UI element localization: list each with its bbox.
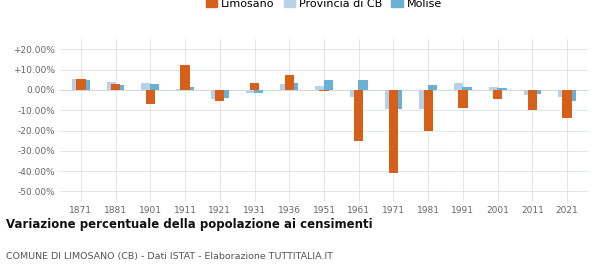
Bar [358, 80, 368, 90]
Bar [76, 79, 86, 90]
Legend: Limosano, Provincia di CB, Molise: Limosano, Provincia di CB, Molise [203, 0, 445, 11]
Bar [458, 90, 467, 108]
Bar [350, 90, 359, 97]
Bar [289, 83, 298, 90]
Bar [323, 80, 333, 90]
Bar [454, 83, 463, 90]
Bar [497, 88, 506, 90]
Bar [419, 90, 428, 109]
Bar [150, 84, 159, 90]
Bar [428, 85, 437, 90]
Text: COMUNE DI LIMOSANO (CB) - Dati ISTAT - Elaborazione TUTTITALIA.IT: COMUNE DI LIMOSANO (CB) - Dati ISTAT - E… [6, 252, 333, 261]
Bar [566, 90, 576, 101]
Bar [558, 90, 568, 97]
Bar [176, 89, 185, 90]
Bar [354, 90, 364, 141]
Bar [146, 90, 155, 104]
Bar [142, 83, 151, 90]
Bar [220, 90, 229, 98]
Bar [389, 90, 398, 173]
Bar [245, 90, 255, 93]
Bar [489, 87, 498, 90]
Bar [80, 80, 90, 90]
Bar [463, 87, 472, 90]
Bar [424, 90, 433, 130]
Bar [528, 90, 537, 110]
Bar [315, 86, 325, 90]
Bar [107, 82, 116, 90]
Bar [111, 84, 120, 90]
Bar [185, 87, 194, 90]
Bar [72, 79, 82, 90]
Bar [284, 75, 294, 90]
Bar [254, 90, 263, 93]
Bar [524, 90, 533, 95]
Bar [385, 90, 394, 109]
Bar [211, 90, 220, 99]
Bar [319, 90, 329, 91]
Bar [250, 83, 259, 90]
Bar [215, 90, 224, 101]
Bar [532, 90, 541, 94]
Bar [493, 90, 502, 99]
Bar [562, 90, 572, 118]
Text: Variazione percentuale della popolazione ai censimenti: Variazione percentuale della popolazione… [6, 218, 373, 231]
Bar [280, 84, 290, 90]
Bar [181, 65, 190, 90]
Bar [115, 85, 124, 90]
Bar [393, 90, 403, 109]
